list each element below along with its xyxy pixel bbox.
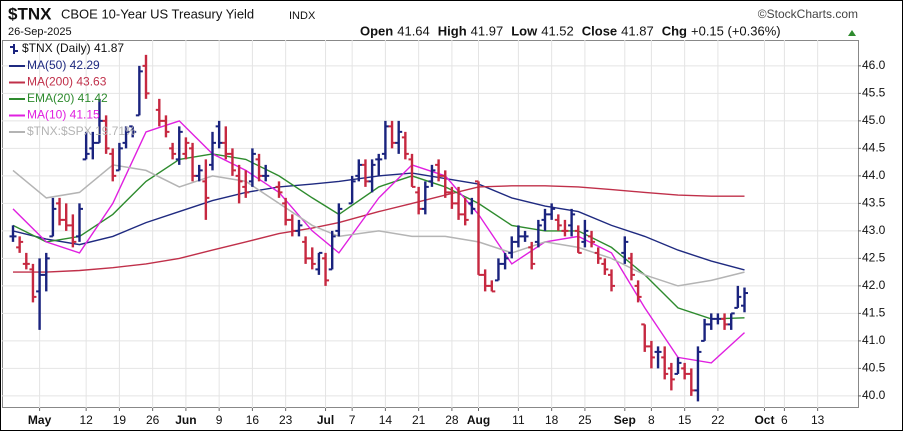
security-name: CBOE 10-Year US Treasury Yield <box>61 6 254 21</box>
price-bars <box>9 54 748 402</box>
x-tick-label: 22 <box>711 413 725 427</box>
x-tick-label: Jul <box>317 413 334 427</box>
symbol: $TNX <box>8 4 52 23</box>
x-tick-label: 9 <box>216 413 223 427</box>
y-tick-label: 43.5 <box>862 196 886 210</box>
x-tick-label: 7 <box>349 413 356 427</box>
x-tick-label: May <box>28 413 52 427</box>
x-tick-label: 18 <box>545 413 559 427</box>
y-tick-label: 44.0 <box>862 168 886 182</box>
overlay-line <box>12 120 745 364</box>
overlay-line <box>12 164 745 287</box>
quote: Open 41.64 High 41.97 Low 41.52 Close 41.87 Chg +… <box>360 23 781 38</box>
quote-label: Chg <box>662 23 687 38</box>
x-tick-label: 16 <box>246 413 260 427</box>
change-arrow <box>848 30 856 36</box>
quote-value: 41.87 <box>621 23 654 38</box>
x-tick-label: Oct <box>754 413 774 427</box>
y-tick-label: 43.0 <box>862 223 886 237</box>
quote-label: Close <box>582 23 617 38</box>
quote-label: Low <box>511 23 538 38</box>
x-tick-label: Aug <box>467 413 490 427</box>
x-tick-label: 14 <box>379 413 393 427</box>
x-tick-label: 23 <box>279 413 293 427</box>
x-tick-label: Sep <box>614 413 636 427</box>
y-tick-label: 45.5 <box>862 86 886 100</box>
x-tick-label: 28 <box>445 413 459 427</box>
source: ©StockCharts.com <box>758 7 858 21</box>
y-tick-label: 42.5 <box>862 251 886 265</box>
overlay-line <box>12 153 745 320</box>
grid <box>2 40 861 411</box>
y-tick-label: 45.0 <box>862 113 886 127</box>
legend: $TNX (Daily) 41.87 MA(50) 42.29 MA(200) 43… <box>9 41 136 138</box>
legend-label: MA(10) 41.15 <box>27 108 100 122</box>
x-tick-label: 8 <box>648 413 655 427</box>
x-tick-label: 19 <box>113 413 127 427</box>
x-tick-label: 21 <box>412 413 426 427</box>
x-tick-label: 11 <box>512 413 525 427</box>
y-tick-label: 41.0 <box>862 333 886 347</box>
x-tick-label: 25 <box>578 413 592 427</box>
y-tick-label: 46.0 <box>862 58 886 72</box>
quote-label: Open <box>360 23 393 38</box>
quote-value: 41.52 <box>541 23 574 38</box>
legend-label: MA(50) 42.29 <box>27 58 100 72</box>
legend-label: $TNX (Daily) 41.87 <box>22 41 124 55</box>
exchange: INDX <box>289 10 316 22</box>
legend-label: $TNX:$SPX 19.71% <box>27 124 136 138</box>
legend-label: EMA(20) 41.42 <box>27 91 108 105</box>
overlays <box>12 120 745 364</box>
y-tick-label: 41.5 <box>862 306 886 320</box>
quote-value: +0.15 (+0.36%) <box>691 23 781 38</box>
x-tick-label: 15 <box>678 413 692 427</box>
y-tick-label: 40.5 <box>862 361 886 375</box>
quote-value: 41.64 <box>397 23 430 38</box>
quote-value: 41.97 <box>471 23 504 38</box>
overlay-line <box>13 185 745 273</box>
quote-label: High <box>438 23 467 38</box>
x-tick-label: Jun <box>175 413 196 427</box>
date: 26-Sep-2025 <box>8 26 72 38</box>
legend-label: MA(200) 43.63 <box>27 75 107 89</box>
x-tick-label: 6 <box>781 413 788 427</box>
x-tick-label: 12 <box>79 413 93 427</box>
y-tick-label: 42.0 <box>862 278 886 292</box>
x-tick-label: 13 <box>811 413 825 427</box>
y-tick-label: 40.0 <box>862 388 886 402</box>
y-tick-label: 44.5 <box>862 141 886 155</box>
plot-frame <box>2 40 859 408</box>
x-tick-label: 26 <box>146 413 160 427</box>
overlay-line <box>12 172 745 271</box>
